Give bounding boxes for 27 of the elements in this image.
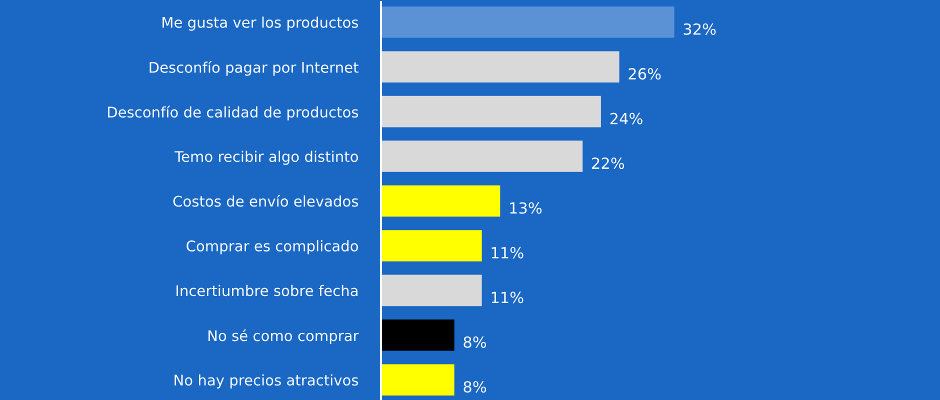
y-tick-label: No hay precios atractivos xyxy=(174,374,358,388)
bar xyxy=(381,364,454,396)
data-label: 8% xyxy=(464,381,486,393)
data-label: 13% xyxy=(510,202,542,214)
y-tick-label: Costos de envío elevados xyxy=(173,194,358,207)
data-label: 11% xyxy=(492,292,524,304)
y-tick-label: No sé como comprar xyxy=(208,329,359,344)
y-tick-label: Temo recibir algo distinto xyxy=(174,150,358,165)
data-label: 26% xyxy=(628,68,661,80)
y-tick-label: Me gusta ver los productos xyxy=(162,16,358,31)
bar xyxy=(381,274,482,306)
bar xyxy=(381,140,583,172)
bar xyxy=(381,230,482,262)
y-tick-label: Desconfío de calidad de productos xyxy=(108,106,358,120)
bar xyxy=(381,51,620,82)
bar xyxy=(381,96,601,128)
bar xyxy=(381,6,674,38)
data-label: 11% xyxy=(492,246,524,258)
y-tick-label: Desconfío pagar por Internet xyxy=(150,61,358,76)
bar xyxy=(381,185,500,217)
data-label: 24% xyxy=(610,112,642,124)
data-label: 22% xyxy=(592,157,624,170)
data-label: 32% xyxy=(684,23,716,35)
y-tick-label: Incertiumbre sobre fecha xyxy=(176,284,358,296)
y-tick-label: Comprar es complicado xyxy=(186,240,358,254)
bar xyxy=(381,320,454,351)
data-label: 8% xyxy=(464,336,486,348)
